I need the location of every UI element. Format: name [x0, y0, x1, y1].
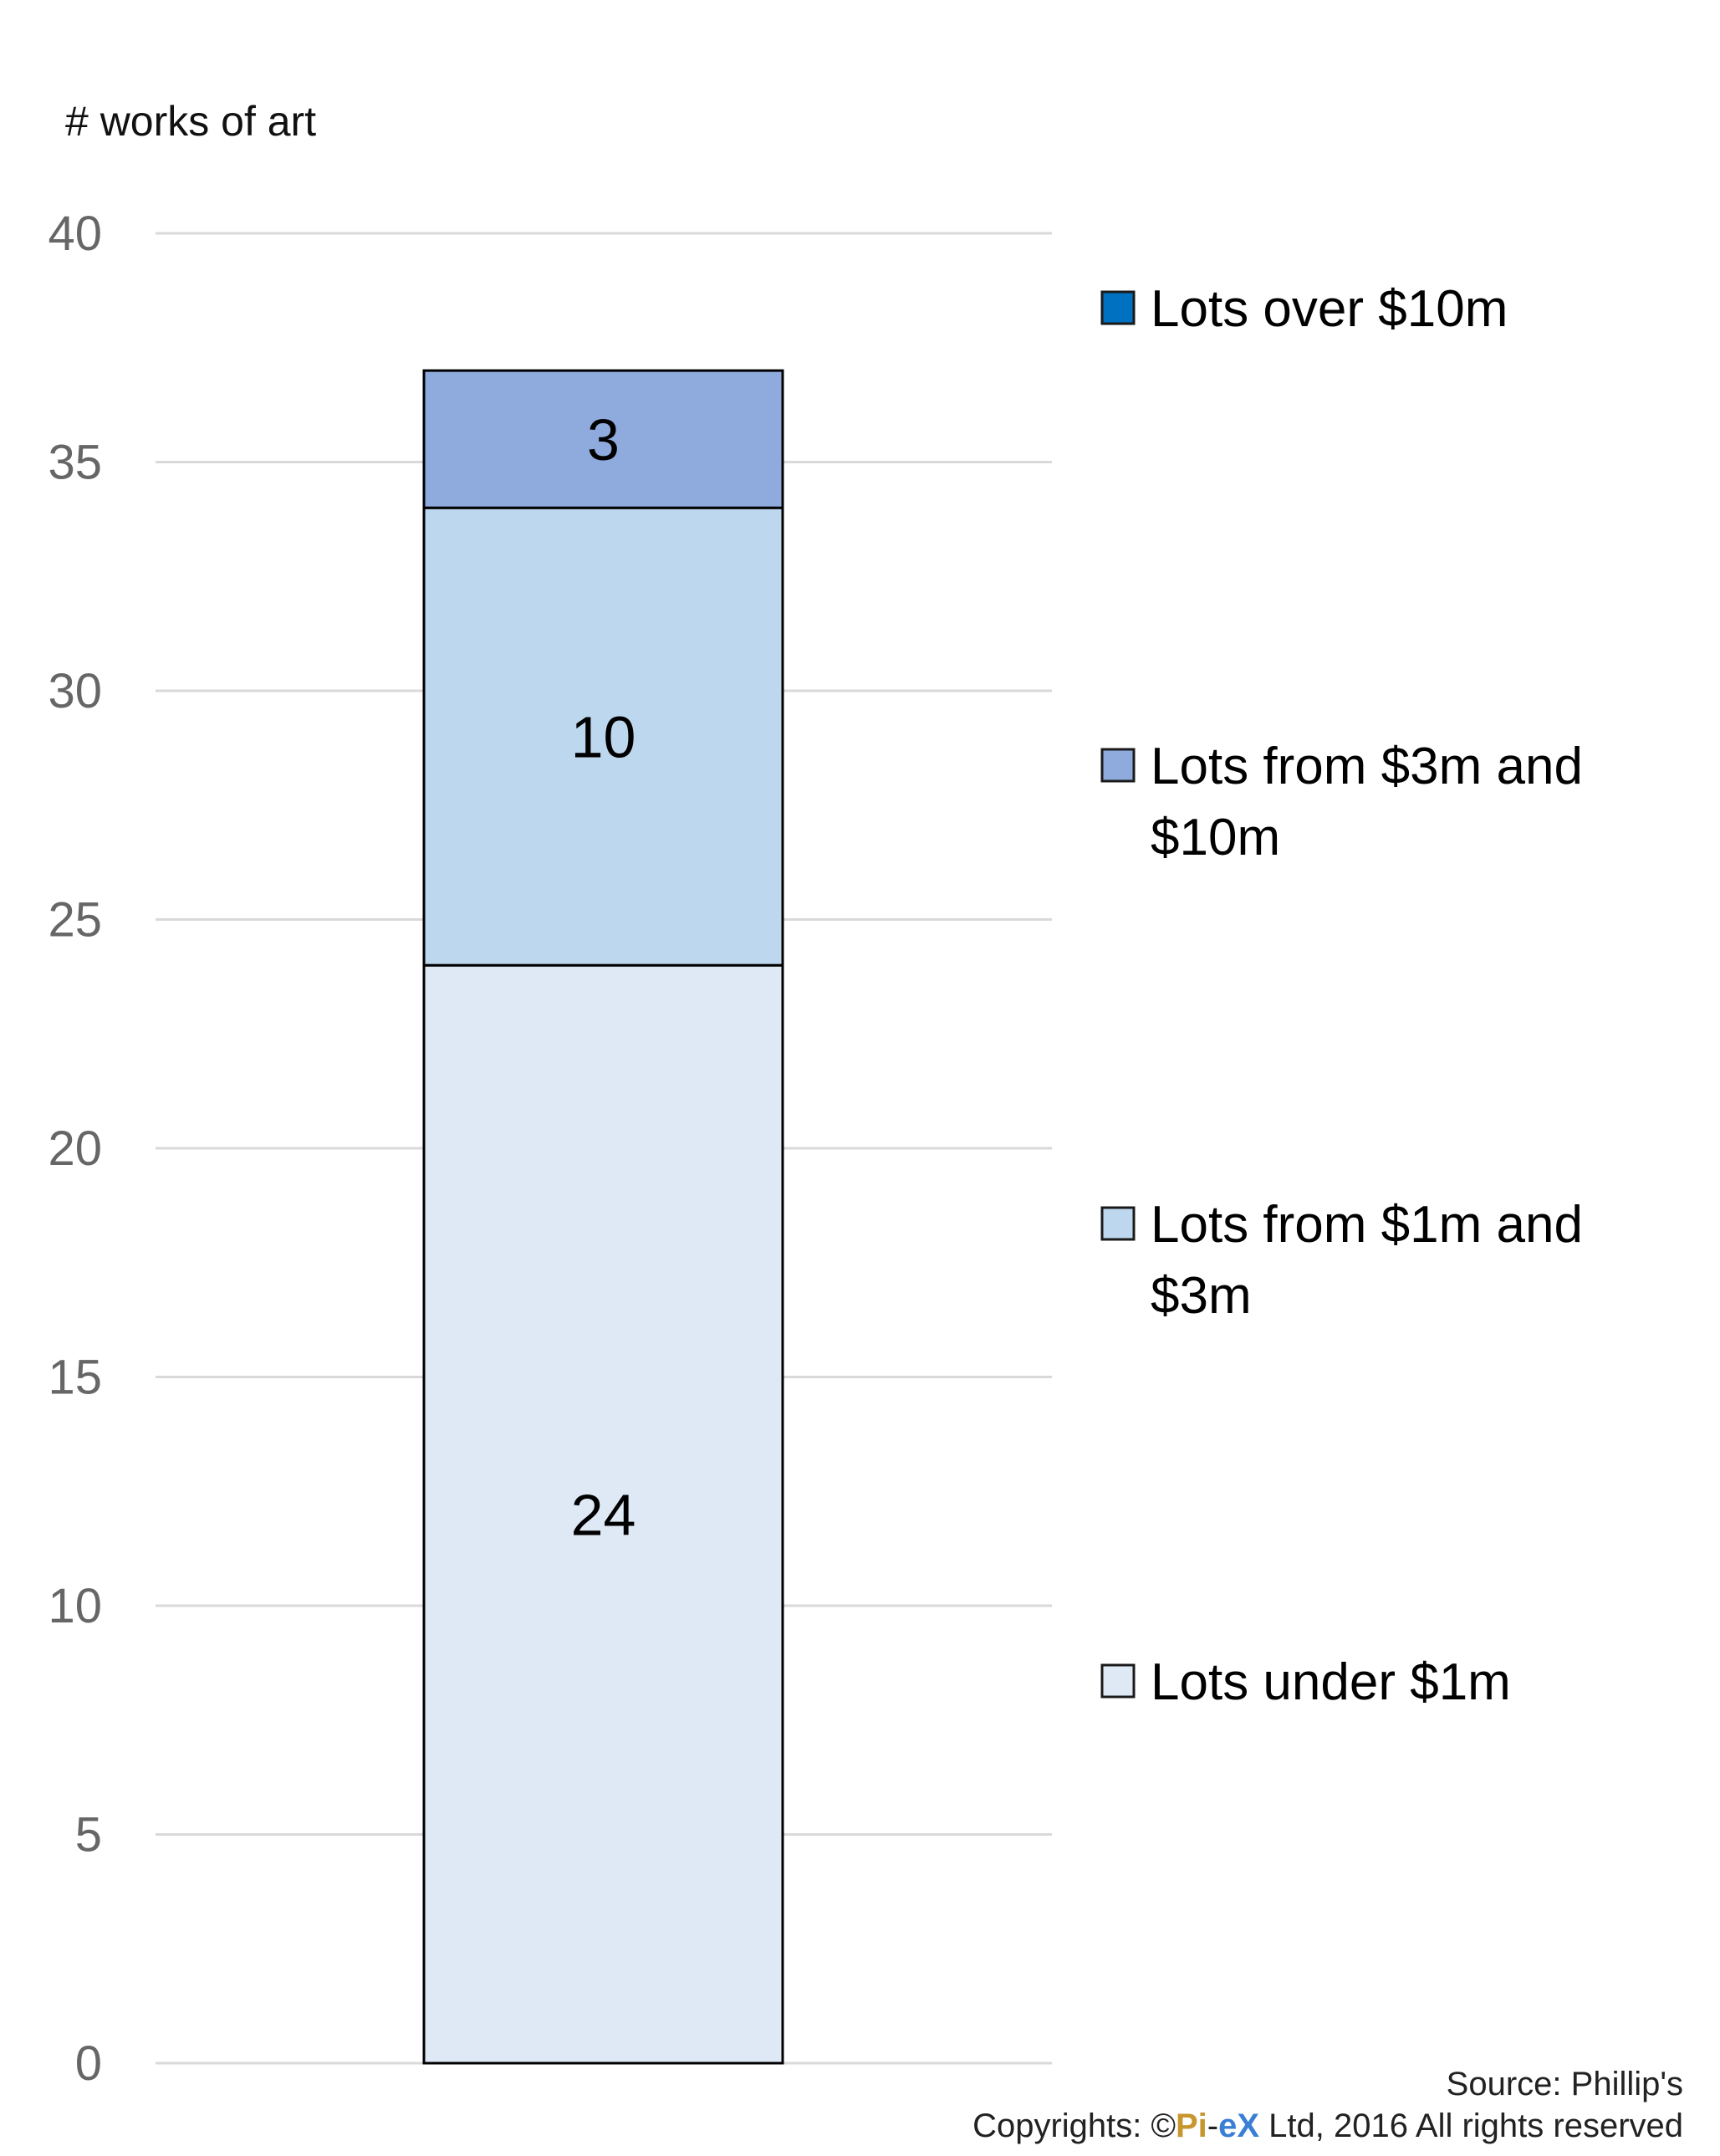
legend: Lots over $10m Lots from $3m and $10m Lots …	[1100, 280, 1583, 1711]
legend-label-lots-from-3m-and-10m: $10m	[1151, 809, 1280, 866]
legend-label-lots-over-10m: Lots over $10m	[1151, 280, 1508, 338]
legend-label-lots-from-1m-and-3m: Lots from $1m and	[1151, 1196, 1583, 1254]
data-labels: 24 10 3	[571, 407, 636, 1547]
legend-swatch-lots-from-1m-and-3m	[1100, 1206, 1136, 1241]
copyright-prefix: Copyrights: ©	[972, 2107, 1176, 2144]
bar-segment-lots-under-1m	[422, 963, 784, 2065]
data-label-lots-under-1m: 24	[571, 1483, 636, 1548]
copyright-note: Copyrights: ©Pi-eX Ltd, 2016 All rights …	[972, 2107, 1683, 2145]
y-tick-label: 25	[48, 893, 102, 948]
brand-ex: eX	[1218, 2107, 1260, 2144]
y-axis-title: # works of art	[65, 98, 316, 145]
bar-segment-lots-from-1m-and-3m	[422, 506, 784, 967]
copyright-suffix: Ltd, 2016 All rights reserved	[1259, 2107, 1683, 2144]
y-tick-label: 10	[48, 1579, 102, 1633]
legend-swatch-lots-over-10m	[1100, 290, 1136, 325]
bar-segment-lots-from-3m-and-10m	[422, 369, 784, 509]
y-tick-label: 40	[48, 207, 102, 261]
legend-label-lots-from-3m-and-10m: Lots from $3m and	[1151, 738, 1583, 795]
legend-swatch-lots-under-1m	[1100, 1663, 1136, 1699]
y-tick-label: 20	[48, 1121, 102, 1176]
y-axis-ticks: 0 5 10 15 20 25 30 35 40	[48, 207, 102, 2091]
y-tick-label: 0	[75, 2036, 102, 2091]
data-label-lots-from-3m-and-10m: 3	[587, 407, 620, 473]
legend-label-lots-from-1m-and-3m: $3m	[1151, 1267, 1252, 1325]
legend-swatch-lots-from-3m-and-10m	[1100, 748, 1136, 783]
brand-pi: Pi	[1175, 2107, 1207, 2144]
y-tick-label: 35	[48, 436, 102, 490]
source-text: Source: Phillip's	[1446, 2066, 1683, 2102]
brand-dash: -	[1207, 2107, 1219, 2144]
y-tick-label: 15	[48, 1351, 102, 1405]
legend-label-lots-under-1m: Lots under $1m	[1151, 1653, 1511, 1711]
data-label-lots-from-1m-and-3m: 10	[571, 705, 636, 770]
bar-segments	[422, 369, 784, 2065]
y-tick-label: 30	[48, 664, 102, 718]
y-tick-label: 5	[75, 1808, 102, 1862]
source-note: Source: Phillip's	[1447, 2066, 1683, 2103]
